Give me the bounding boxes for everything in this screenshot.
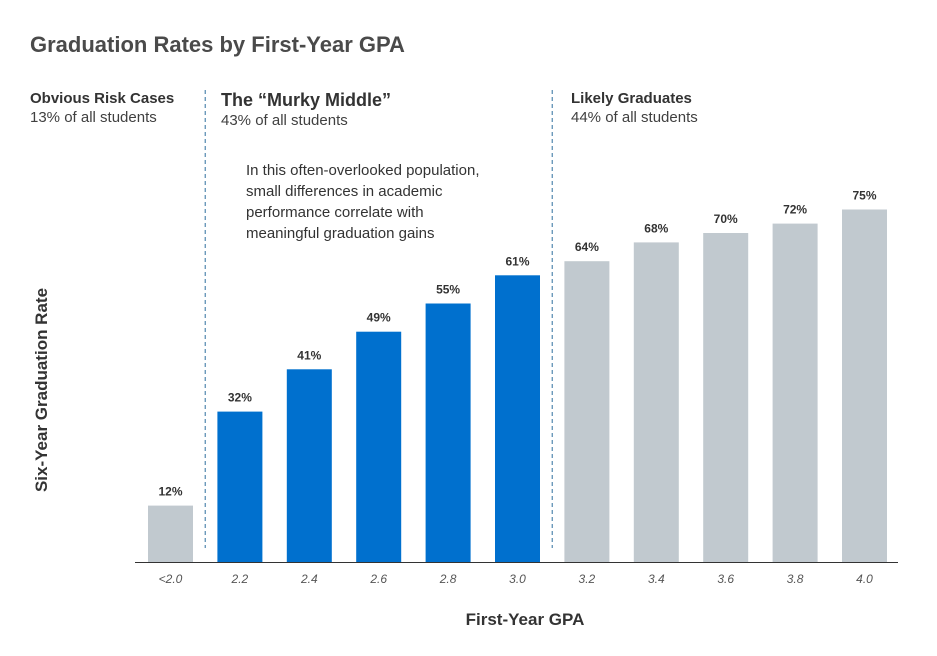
segment-murky-subtitle: 43% of all students bbox=[221, 112, 348, 129]
bar-2 bbox=[286, 369, 332, 562]
x-axis-label: First-Year GPA bbox=[465, 610, 585, 629]
bar-5 bbox=[495, 275, 540, 562]
bar-1 bbox=[217, 411, 263, 562]
data-label-8: 70% bbox=[714, 212, 738, 226]
data-label-7: 68% bbox=[644, 221, 668, 235]
x-tick-label-0: <2.0 bbox=[159, 572, 183, 586]
data-label-2: 41% bbox=[297, 348, 321, 362]
data-label-0: 12% bbox=[158, 485, 182, 499]
x-tick-label-3: 2.6 bbox=[369, 572, 387, 586]
x-tick-label-10: 4.0 bbox=[856, 572, 873, 586]
bar-8 bbox=[703, 233, 749, 562]
bar-7 bbox=[633, 242, 679, 562]
bar-0 bbox=[148, 505, 193, 562]
annotation-line-3: performance correlate with bbox=[246, 204, 424, 221]
data-label-10: 75% bbox=[852, 189, 876, 203]
x-tick-label-5: 3.0 bbox=[509, 572, 526, 586]
x-tick-label-6: 3.2 bbox=[579, 572, 596, 586]
segment-risk-subtitle: 13% of all students bbox=[30, 109, 157, 126]
bar-4 bbox=[425, 303, 471, 562]
annotation-line-1: In this often-overlooked population, bbox=[246, 162, 480, 179]
data-label-1: 32% bbox=[228, 391, 252, 405]
data-label-3: 49% bbox=[367, 311, 391, 325]
murky-middle-annotation: In this often-overlooked population, sma… bbox=[246, 160, 526, 244]
x-tick-label-9: 3.8 bbox=[787, 572, 804, 586]
y-axis-label: Six-Year Graduation Rate bbox=[32, 287, 51, 493]
bar-10 bbox=[842, 209, 887, 562]
bar-9 bbox=[772, 223, 818, 562]
segment-likely-title: Likely Graduates bbox=[571, 90, 692, 107]
x-tick-label-4: 2.8 bbox=[439, 572, 457, 586]
x-tick-label-8: 3.6 bbox=[717, 572, 734, 586]
segment-likely-subtitle: 44% of all students bbox=[571, 109, 698, 126]
annotation-line-2: small differences in academic bbox=[246, 183, 443, 200]
segment-murky-title: The “Murky Middle” bbox=[221, 90, 392, 110]
bar-3 bbox=[356, 331, 402, 562]
bar-6 bbox=[564, 261, 610, 562]
segment-risk-title: Obvious Risk Cases bbox=[30, 90, 175, 107]
data-label-4: 55% bbox=[436, 283, 460, 297]
data-label-9: 72% bbox=[783, 203, 807, 217]
annotation-line-4: meaningful graduation gains bbox=[246, 225, 435, 242]
chart-title: Graduation Rates by First-Year GPA bbox=[30, 32, 405, 57]
x-tick-label-1: 2.2 bbox=[231, 572, 249, 586]
data-label-5: 61% bbox=[505, 254, 529, 268]
x-tick-label-2: 2.4 bbox=[300, 572, 318, 586]
x-tick-label-7: 3.4 bbox=[648, 572, 665, 586]
data-label-6: 64% bbox=[575, 240, 599, 254]
